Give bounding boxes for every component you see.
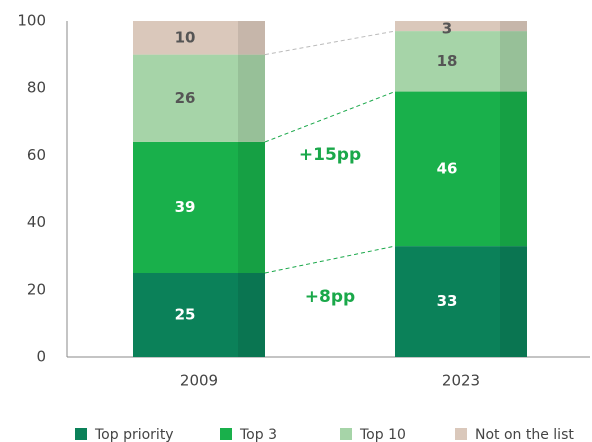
data-label: 18 [437, 52, 458, 70]
bar-shade [500, 246, 527, 357]
data-label: 25 [175, 306, 196, 324]
bar-shade [500, 91, 527, 247]
bar-segment [133, 54, 265, 142]
legend-swatch [455, 428, 467, 440]
bar-segment [395, 31, 527, 92]
y-tick-label: 100 [17, 12, 46, 30]
y-tick-label: 80 [27, 79, 46, 97]
data-label: 39 [175, 198, 196, 216]
bar-shade [238, 273, 265, 357]
y-tick-label: 0 [36, 348, 46, 366]
legend-label: Top priority [94, 427, 174, 442]
legend-swatch [220, 428, 232, 440]
legend-swatch [340, 428, 352, 440]
y-tick-label: 20 [27, 280, 46, 298]
x-tick-label: 2023 [442, 372, 480, 390]
bar-segment [133, 21, 265, 55]
bar-segment [395, 246, 527, 357]
bar-segment [133, 273, 265, 357]
bar-segment [133, 141, 265, 273]
data-label: 33 [437, 292, 458, 310]
connector [264, 30, 396, 56]
data-label: 26 [175, 89, 196, 107]
legend-label: Top 10 [359, 427, 406, 442]
bar-shade [500, 31, 527, 92]
connector [264, 245, 396, 274]
bar-segment [395, 21, 527, 32]
y-tick-label: 60 [27, 146, 46, 164]
legend-swatch [75, 428, 87, 440]
bar-shade [500, 21, 527, 32]
bar-shade [238, 54, 265, 142]
bar-segment [395, 91, 527, 247]
y-tick-label: 40 [27, 213, 46, 231]
annotation: +8pp [305, 287, 355, 307]
data-label: 10 [175, 28, 196, 46]
legend-label: Top 3 [239, 427, 277, 442]
data-label: 3 [442, 20, 452, 38]
data-label: 46 [437, 159, 458, 177]
connector [264, 91, 396, 143]
legend-label: Not on the list [475, 427, 574, 442]
bar-shade [238, 21, 265, 55]
annotation: +15pp [299, 145, 361, 165]
bar-shade [238, 141, 265, 273]
x-tick-label: 2009 [180, 372, 218, 390]
